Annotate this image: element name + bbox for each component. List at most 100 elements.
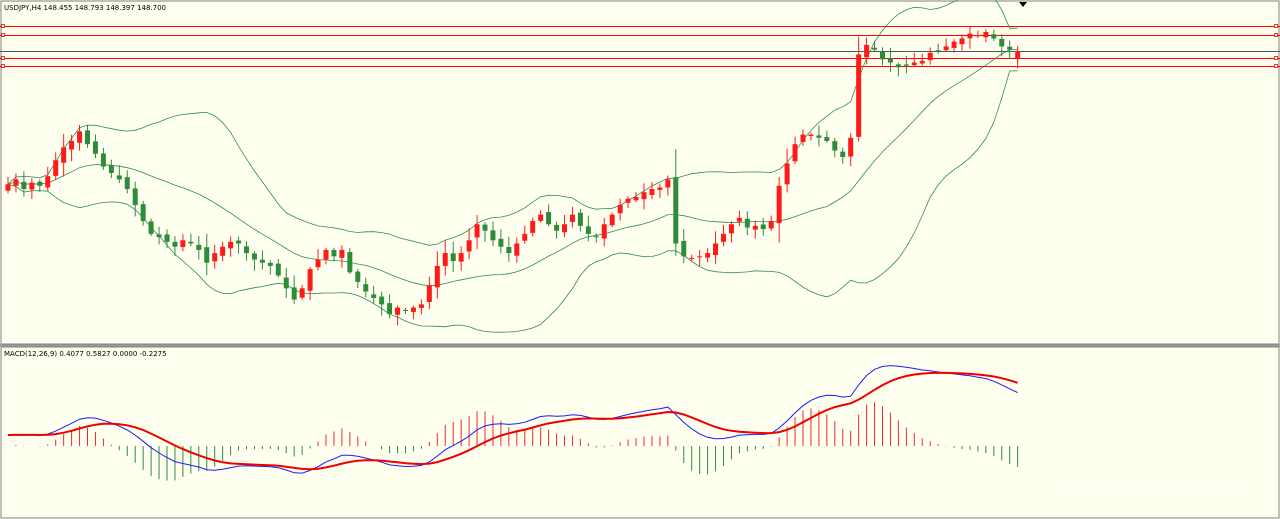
candle-body	[609, 214, 615, 226]
candle-body	[792, 144, 798, 162]
candle-body	[108, 165, 114, 173]
candle-body	[903, 64, 909, 66]
candle-body	[975, 35, 981, 37]
candle-body	[259, 259, 265, 263]
candle-body	[188, 241, 194, 244]
candle-body	[53, 160, 59, 176]
candle-body	[935, 50, 941, 52]
candle-body	[220, 246, 226, 256]
candle-body	[251, 253, 257, 260]
signal-line	[7, 371, 1018, 471]
candle-body	[752, 225, 758, 230]
candle-body	[633, 197, 639, 201]
candle-body	[490, 230, 496, 241]
candle-body	[204, 247, 210, 263]
main-price-panel[interactable]: USDJPY,H4 148.455 148.793 148.397 148.70…	[0, 0, 1280, 345]
wetrade-swirl-icon	[1068, 481, 1082, 495]
candle-body	[617, 205, 623, 214]
candle-body	[601, 224, 607, 239]
candle-body	[371, 294, 377, 298]
candle-body	[999, 38, 1005, 47]
candle-body	[816, 135, 822, 138]
candle-body	[927, 52, 933, 61]
candle-body	[800, 134, 806, 142]
level-handle-right-1	[1274, 24, 1278, 28]
candle-body	[148, 221, 154, 234]
candle-body	[140, 204, 146, 222]
candle-body	[784, 163, 790, 185]
candle-body	[522, 233, 528, 241]
candle-body	[689, 257, 695, 259]
level-handle-right-2	[1274, 33, 1278, 37]
candle-body	[776, 185, 782, 224]
candle-body	[426, 285, 432, 303]
candle-body	[577, 212, 583, 226]
candle-body	[824, 137, 830, 141]
candle-body	[593, 236, 599, 238]
candle-body	[21, 181, 27, 190]
candle-body	[434, 265, 440, 288]
candle-body	[498, 238, 504, 247]
candle-body	[832, 141, 838, 151]
candle-body	[657, 187, 663, 190]
horizontal-levels[interactable]	[0, 24, 1280, 68]
candle-body	[721, 233, 726, 242]
candle-body	[673, 177, 679, 244]
candle-body	[991, 34, 997, 39]
candle-body	[736, 217, 742, 222]
candle-body	[275, 263, 281, 276]
candle-body	[1015, 51, 1021, 60]
candle-body	[546, 212, 552, 225]
candle-body	[713, 243, 719, 256]
bollinger-middle	[7, 49, 1018, 287]
candle-body	[562, 224, 567, 233]
candle-body	[291, 287, 297, 300]
candle-body	[856, 54, 862, 137]
candle-body	[315, 259, 321, 268]
candle-body	[1007, 46, 1013, 50]
candle-body	[919, 60, 925, 64]
candle-body	[840, 151, 846, 157]
candle-body	[212, 253, 218, 262]
main-panel-border	[0, 0, 1280, 345]
candle-body	[196, 244, 202, 250]
candle-body	[959, 38, 965, 45]
macd-panel[interactable]: MACD(12,26,9) 0.4077 0.5827 0.0000 -0.22…	[0, 344, 1280, 519]
candle-body	[872, 47, 878, 50]
candle-body	[450, 253, 456, 262]
candle-body	[100, 153, 106, 167]
watermark-text: @WeTrade众汇 官方	[1087, 479, 1241, 498]
candle-body	[116, 175, 122, 180]
candle-body	[760, 224, 766, 230]
candle-body	[37, 181, 43, 186]
bollinger-upper	[7, 0, 1018, 246]
candle-body	[895, 64, 901, 68]
candle-body	[283, 277, 289, 289]
level-handle-left-4	[1, 64, 5, 68]
candle-body	[482, 224, 488, 231]
candle-body	[569, 214, 575, 222]
candle-body	[61, 147, 67, 163]
candle-body	[13, 179, 19, 186]
candle-body	[244, 246, 249, 254]
main-chart-title: USDJPY,H4 148.455 148.793 148.397 148.70…	[4, 4, 166, 12]
candle-body	[728, 224, 734, 234]
candle-body	[339, 249, 345, 258]
candle-body	[665, 179, 671, 188]
candle-body	[379, 296, 385, 305]
candle-body	[85, 130, 90, 145]
candle-body	[5, 184, 11, 191]
candle-body	[649, 189, 655, 195]
candle-body	[172, 241, 178, 247]
candle-body	[307, 269, 313, 291]
candle-body	[92, 141, 98, 154]
chart-shift-marker-icon[interactable]	[1019, 2, 1027, 7]
candle-body	[363, 284, 369, 292]
level-handle-left-3	[1, 56, 5, 60]
bollinger-lower	[7, 70, 1018, 333]
candle-body	[768, 221, 774, 229]
candle-body	[681, 240, 687, 257]
bollinger-bands	[7, 0, 1018, 333]
candle-body	[124, 177, 130, 190]
